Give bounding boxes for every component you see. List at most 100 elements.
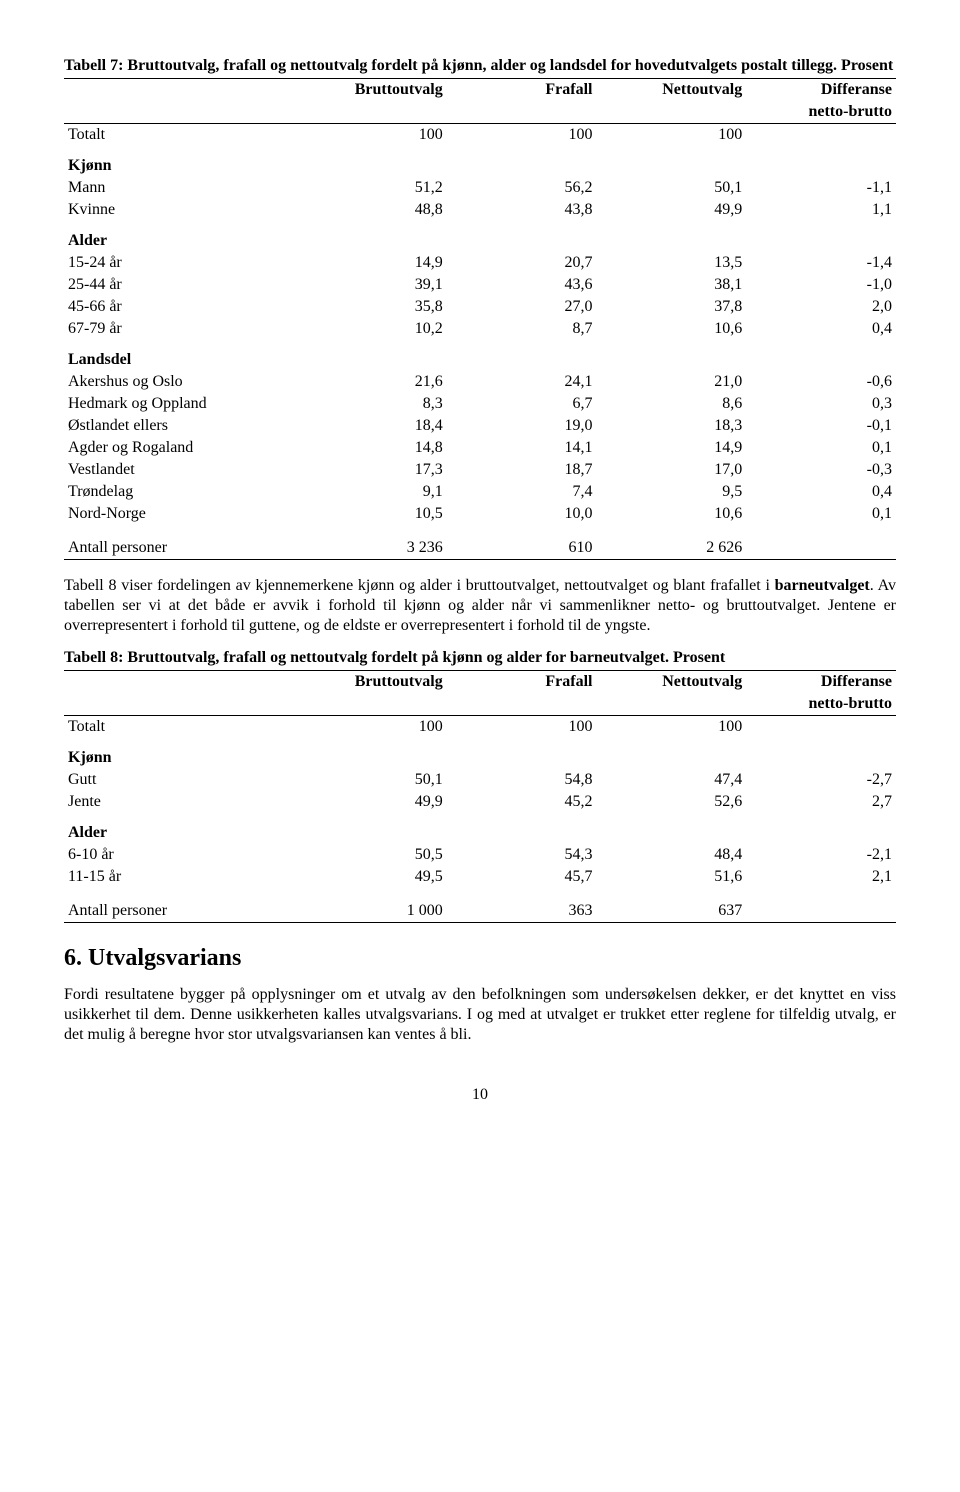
table-cell: 52,6 xyxy=(596,791,746,813)
table-cell: 49,9 xyxy=(596,199,746,221)
table8: Bruttoutvalg Frafall Nettoutvalg Differa… xyxy=(64,670,896,923)
table-row: Kvinne48,843,849,91,1 xyxy=(64,199,896,221)
table-cell: 10,0 xyxy=(447,503,597,525)
table-cell: 50,1 xyxy=(596,177,746,199)
table-cell: 39,1 xyxy=(297,274,447,296)
table-row-label: Agder og Rogaland xyxy=(64,437,297,459)
table-cell: 18,4 xyxy=(297,415,447,437)
table8-h-netto: Nettoutvalg xyxy=(596,671,746,694)
table8-h-nettobrutto: netto-brutto xyxy=(746,693,896,716)
table-cell: -1,1 xyxy=(746,177,896,199)
table-cell: 20,7 xyxy=(447,252,597,274)
table-cell: 35,8 xyxy=(297,296,447,318)
table-cell: 0,3 xyxy=(746,393,896,415)
table-cell: 14,8 xyxy=(297,437,447,459)
table8-totalt-label: Totalt xyxy=(64,716,297,739)
table-section-title: Kjønn xyxy=(64,146,896,177)
table-row-label: 25-44 år xyxy=(64,274,297,296)
table-cell: 14,1 xyxy=(447,437,597,459)
table-row-label: Gutt xyxy=(64,769,297,791)
table8-title: Tabell 8: Bruttoutvalg, frafall og netto… xyxy=(64,648,896,668)
table-row-label: Kvinne xyxy=(64,199,297,221)
table-section-head: Alder xyxy=(64,221,896,252)
table-cell: 47,4 xyxy=(596,769,746,791)
table-cell: 48,4 xyxy=(596,844,746,866)
table8-h-diff: Differanse xyxy=(746,671,896,694)
table-cell: 18,7 xyxy=(447,459,597,481)
table-cell: 19,0 xyxy=(447,415,597,437)
table-row-label: 11-15 år xyxy=(64,866,297,888)
table7-h-brutto: Bruttoutvalg xyxy=(297,79,447,102)
table-row-label: Nord-Norge xyxy=(64,503,297,525)
table-cell: 38,1 xyxy=(596,274,746,296)
table7-header-row1: Bruttoutvalg Frafall Nettoutvalg Differa… xyxy=(64,79,896,102)
table-cell: -2,1 xyxy=(746,844,896,866)
table-row-label: 15-24 år xyxy=(64,252,297,274)
table-cell: 21,6 xyxy=(297,371,447,393)
table-cell: 8,6 xyxy=(596,393,746,415)
table-cell: 8,3 xyxy=(297,393,447,415)
table-row-label: Mann xyxy=(64,177,297,199)
table-cell: 6,7 xyxy=(447,393,597,415)
table-section-head: Landsdel xyxy=(64,340,896,371)
table-cell: 17,0 xyxy=(596,459,746,481)
table7-h-empty xyxy=(64,79,297,102)
table-cell: -0,6 xyxy=(746,371,896,393)
table-cell: 14,9 xyxy=(596,437,746,459)
table-cell: 21,0 xyxy=(596,371,746,393)
table-cell: 7,4 xyxy=(447,481,597,503)
table-row-label: Hedmark og Oppland xyxy=(64,393,297,415)
table7-antall-label: Antall personer xyxy=(64,537,297,560)
table-cell: 2,7 xyxy=(746,791,896,813)
table-cell: -0,3 xyxy=(746,459,896,481)
table8-header-row2: netto-brutto xyxy=(64,693,896,716)
table-cell: 2,0 xyxy=(746,296,896,318)
table-row: Jente49,945,252,62,7 xyxy=(64,791,896,813)
table-cell: -2,7 xyxy=(746,769,896,791)
table7-header-row2: netto-brutto xyxy=(64,101,896,124)
table-row: 25-44 år39,143,638,1-1,0 xyxy=(64,274,896,296)
table-row: Hedmark og Oppland8,36,78,60,3 xyxy=(64,393,896,415)
table-section-head: Kjønn xyxy=(64,738,896,769)
table7-h-diff: Differanse xyxy=(746,79,896,102)
table-cell: 24,1 xyxy=(447,371,597,393)
table-cell: 48,8 xyxy=(297,199,447,221)
table-cell: -1,0 xyxy=(746,274,896,296)
table-row: Agder og Rogaland14,814,114,90,1 xyxy=(64,437,896,459)
table7-totalt-row: Totalt 100 100 100 xyxy=(64,124,896,147)
table7-h-frafall: Frafall xyxy=(447,79,597,102)
table-cell: 50,1 xyxy=(297,769,447,791)
table-section-title: Kjønn xyxy=(64,738,896,769)
table8-totalt-row: Totalt 100 100 100 xyxy=(64,716,896,739)
table7-title: Tabell 7: Bruttoutvalg, frafall og netto… xyxy=(64,56,896,76)
table-row-label: Akershus og Oslo xyxy=(64,371,297,393)
table-cell: 9,5 xyxy=(596,481,746,503)
table-cell: 54,8 xyxy=(447,769,597,791)
table-cell: 45,7 xyxy=(447,866,597,888)
table-cell: 8,7 xyxy=(447,318,597,340)
table-row-label: 67-79 år xyxy=(64,318,297,340)
para1-bold: barneutvalget xyxy=(775,577,870,594)
table-cell: 18,3 xyxy=(596,415,746,437)
table-row: 67-79 år10,28,710,60,4 xyxy=(64,318,896,340)
table-cell: 27,0 xyxy=(447,296,597,318)
table-cell: 17,3 xyxy=(297,459,447,481)
table7-totalt-label: Totalt xyxy=(64,124,297,147)
table-cell: 0,4 xyxy=(746,481,896,503)
table-cell: 56,2 xyxy=(447,177,597,199)
table-cell: 45,2 xyxy=(447,791,597,813)
table8-header-row1: Bruttoutvalg Frafall Nettoutvalg Differa… xyxy=(64,671,896,694)
table-row: 45-66 år35,827,037,82,0 xyxy=(64,296,896,318)
table-cell: 43,8 xyxy=(447,199,597,221)
table-row: 11-15 år49,545,751,62,1 xyxy=(64,866,896,888)
table-row: Vestlandet17,318,717,0-0,3 xyxy=(64,459,896,481)
table7-h-netto: Nettoutvalg xyxy=(596,79,746,102)
table-cell: 0,4 xyxy=(746,318,896,340)
table-cell: 1,1 xyxy=(746,199,896,221)
table-cell: 10,5 xyxy=(297,503,447,525)
table-section-head: Alder xyxy=(64,813,896,844)
table7-h-nettobrutto: netto-brutto xyxy=(746,101,896,124)
table-row: Gutt50,154,847,4-2,7 xyxy=(64,769,896,791)
table-row-label: Østlandet ellers xyxy=(64,415,297,437)
table-row: Akershus og Oslo21,624,121,0-0,6 xyxy=(64,371,896,393)
